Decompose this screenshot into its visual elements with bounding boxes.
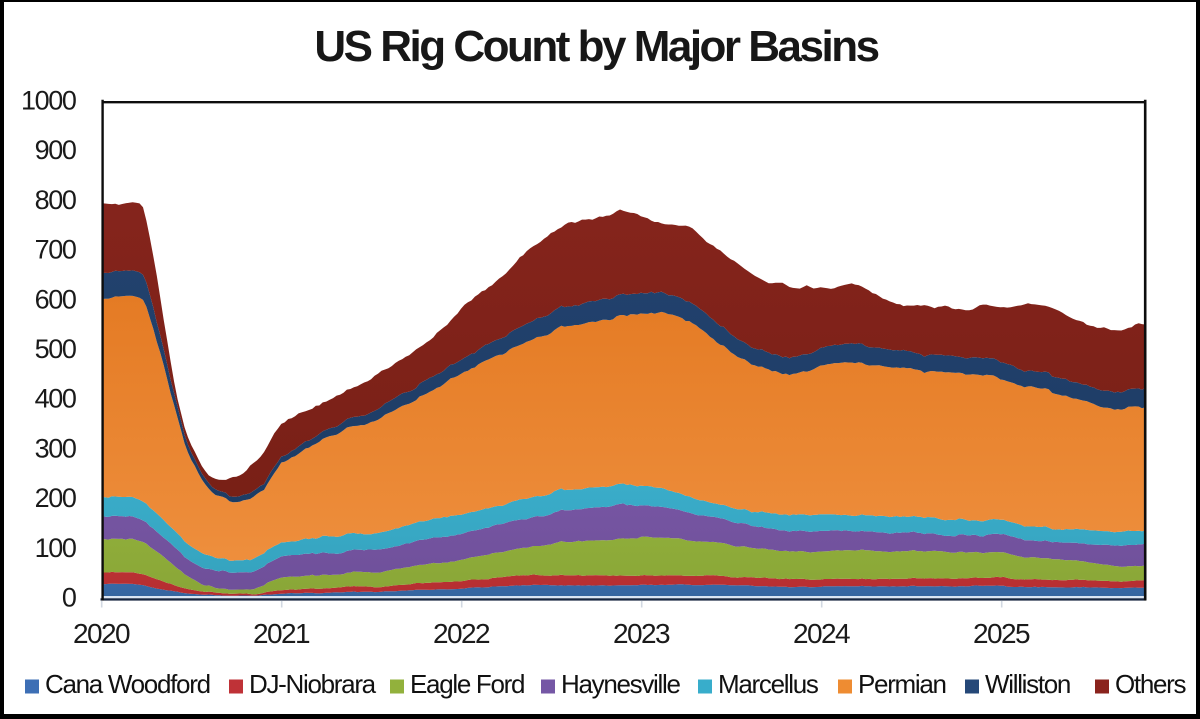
svg-text:400: 400 <box>35 384 76 414</box>
svg-text:100: 100 <box>35 533 76 563</box>
svg-text:300: 300 <box>35 433 76 463</box>
svg-text:DJ-Niobrara: DJ-Niobrara <box>249 669 377 699</box>
svg-text:Marcellus: Marcellus <box>718 669 819 699</box>
svg-text:Eagle Ford: Eagle Ford <box>410 669 524 699</box>
svg-text:600: 600 <box>35 284 76 314</box>
svg-text:2023: 2023 <box>613 618 670 649</box>
svg-text:700: 700 <box>35 235 76 265</box>
svg-text:500: 500 <box>35 334 76 364</box>
svg-text:2022: 2022 <box>433 618 490 649</box>
svg-text:200: 200 <box>35 483 76 513</box>
svg-text:Permian: Permian <box>858 669 946 699</box>
svg-text:1000: 1000 <box>21 86 76 116</box>
svg-text:2020: 2020 <box>73 618 130 649</box>
svg-text:900: 900 <box>35 135 76 165</box>
svg-text:2025: 2025 <box>973 618 1030 649</box>
svg-text:Others: Others <box>1115 669 1187 699</box>
svg-text:800: 800 <box>35 185 76 215</box>
svg-text:Haynesville: Haynesville <box>561 669 680 699</box>
svg-text:2021: 2021 <box>253 618 310 649</box>
svg-text:Cana Woodford: Cana Woodford <box>45 669 210 699</box>
svg-text:2024: 2024 <box>793 618 850 649</box>
svg-text:Williston: Williston <box>985 669 1070 699</box>
svg-text:0: 0 <box>62 583 76 613</box>
